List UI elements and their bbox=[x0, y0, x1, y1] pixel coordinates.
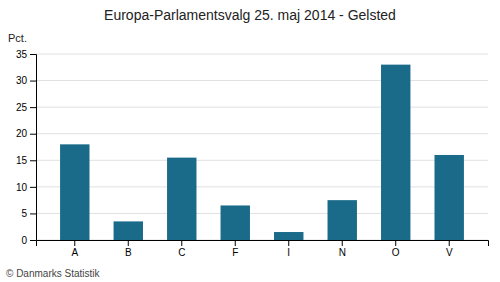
grid-line bbox=[36, 80, 488, 81]
bar bbox=[221, 205, 250, 240]
y-label: Pct. bbox=[8, 32, 27, 44]
y-tick-mark bbox=[30, 240, 36, 241]
y-tick: 10 bbox=[16, 182, 36, 193]
y-tick: 5 bbox=[21, 208, 36, 219]
y-tick: 30 bbox=[16, 75, 36, 86]
bar bbox=[435, 155, 464, 240]
x-tick-mark bbox=[235, 240, 236, 246]
x-tick: O bbox=[392, 240, 400, 258]
y-tick-mark bbox=[30, 54, 36, 55]
y-tick: 25 bbox=[16, 102, 36, 113]
footnote: © Danmarks Statistik bbox=[6, 268, 101, 279]
x-tick-label: C bbox=[178, 247, 185, 258]
x-tick-mark bbox=[288, 240, 289, 246]
y-tick-mark bbox=[30, 81, 36, 82]
grid-line bbox=[36, 54, 488, 55]
plot-area bbox=[60, 65, 464, 240]
grid-line bbox=[36, 133, 488, 134]
bar bbox=[328, 200, 357, 240]
x-tick: A bbox=[71, 240, 78, 258]
x-tick-mark bbox=[395, 240, 396, 246]
grid-line bbox=[36, 160, 488, 161]
y-axis: 0 5 10 15 20 25 30 35 bbox=[16, 49, 37, 246]
x-tick-label: O bbox=[392, 247, 400, 258]
x-tick-mark bbox=[128, 240, 129, 246]
axis-line bbox=[37, 241, 489, 247]
y-tick-label: 20 bbox=[16, 128, 28, 139]
x-tick: V bbox=[446, 240, 453, 258]
x-tick-label: A bbox=[71, 247, 78, 258]
x-tick: B bbox=[125, 240, 132, 258]
x-tick-label: F bbox=[232, 247, 238, 258]
y-tick-mark bbox=[30, 213, 36, 214]
y-tick-mark bbox=[30, 160, 36, 161]
x-tick: C bbox=[178, 240, 185, 258]
title: Europa-Parlamentsvalg 25. maj 2014 - Gel… bbox=[104, 7, 396, 23]
y-tick-mark bbox=[30, 107, 36, 108]
y-tick-mark bbox=[30, 134, 36, 135]
bar bbox=[114, 221, 143, 240]
y-tick-label: 0 bbox=[21, 235, 27, 246]
y-tick-label: 10 bbox=[16, 182, 28, 193]
y-tick-label: 5 bbox=[21, 208, 27, 219]
bar bbox=[381, 65, 410, 240]
axis-line bbox=[30, 55, 37, 241]
y-tick-label: 25 bbox=[16, 102, 28, 113]
grid-line bbox=[36, 186, 488, 187]
y-tick-label: 35 bbox=[16, 49, 28, 60]
chart: 0 5 10 15 20 25 30 35 A B C F I N O V Europa-Parlamentsv… bbox=[0, 0, 500, 282]
grid bbox=[36, 54, 488, 240]
chart-container: 0 5 10 15 20 25 30 35 A B C F I N O V Europa-Parlamentsv… bbox=[0, 0, 500, 282]
bar bbox=[167, 158, 196, 240]
bar bbox=[60, 144, 89, 240]
x-tick-mark bbox=[181, 240, 182, 246]
x-axis: ABCFINOV bbox=[37, 240, 489, 258]
x-tick-label: B bbox=[125, 247, 132, 258]
x-tick-mark bbox=[74, 240, 75, 246]
x-tick-label: V bbox=[446, 247, 453, 258]
x-tick-mark bbox=[342, 240, 343, 246]
x-tick: N bbox=[339, 240, 346, 258]
y-tick: 0 bbox=[21, 235, 36, 246]
y-tick-label: 30 bbox=[16, 75, 28, 86]
x-tick: F bbox=[232, 240, 238, 258]
y-tick: 20 bbox=[16, 128, 36, 139]
x-tick-label: I bbox=[287, 247, 290, 258]
grid-line bbox=[36, 107, 488, 108]
y-tick: 15 bbox=[16, 155, 36, 166]
y-tick-mark bbox=[30, 187, 36, 188]
y-tick: 35 bbox=[16, 49, 36, 60]
x-tick-mark bbox=[449, 240, 450, 246]
x-tick-label: N bbox=[339, 247, 346, 258]
y-tick-label: 15 bbox=[16, 155, 28, 166]
x-tick: I bbox=[287, 240, 290, 258]
grid-line bbox=[36, 213, 488, 214]
bar bbox=[274, 232, 303, 240]
